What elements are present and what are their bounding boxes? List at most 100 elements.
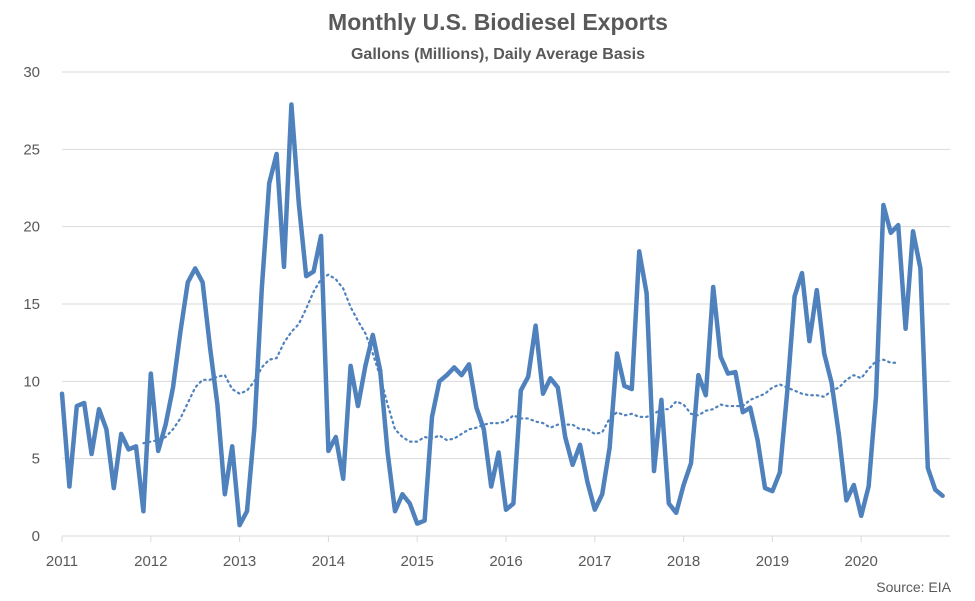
- moving-average-point: [363, 331, 367, 335]
- exports-point: [201, 280, 205, 284]
- exports-point: [504, 508, 508, 512]
- x-tick-label: 2020: [845, 553, 878, 570]
- exports-point: [349, 364, 353, 368]
- exports-point: [926, 466, 930, 470]
- moving-average-point: [844, 378, 848, 382]
- moving-average-point: [585, 427, 589, 431]
- moving-average-point: [815, 393, 819, 397]
- moving-average-point: [326, 273, 330, 277]
- exports-point: [682, 483, 686, 487]
- exports-point: [659, 398, 663, 402]
- exports-point: [215, 403, 219, 407]
- exports-point: [726, 372, 730, 376]
- moving-average-point: [541, 421, 545, 425]
- moving-average-point: [652, 412, 656, 416]
- exports-point: [645, 291, 649, 295]
- moving-average-point: [659, 407, 663, 411]
- exports-point: [156, 449, 160, 453]
- x-tick-label: 2011: [46, 553, 78, 570]
- moving-average-point: [711, 407, 715, 411]
- moving-average-point: [600, 430, 604, 434]
- moving-average-point: [622, 413, 626, 417]
- exports-point: [785, 390, 789, 394]
- exports-point: [852, 483, 856, 487]
- moving-average-point: [341, 287, 345, 291]
- exports-point: [127, 447, 131, 451]
- moving-average-point: [830, 389, 834, 393]
- moving-average-point: [312, 290, 316, 294]
- exports-point: [844, 498, 848, 502]
- exports-point: [356, 404, 360, 408]
- moving-average-point: [504, 420, 508, 424]
- x-tick-label: 2019: [756, 553, 789, 570]
- moving-average-point: [874, 359, 878, 363]
- moving-average-point: [578, 427, 582, 431]
- exports-point: [511, 502, 515, 506]
- exports-point: [748, 406, 752, 410]
- moving-average-point: [193, 386, 197, 390]
- exports-point: [430, 415, 434, 419]
- exports-point: [822, 351, 826, 355]
- exports-point: [252, 426, 256, 430]
- x-axis: 2011 2012 2013 2014 2015 2016 2017 2018 2019 2020: [46, 536, 878, 570]
- moving-average-point: [674, 399, 678, 403]
- exports-point: [134, 444, 138, 448]
- exports-point: [904, 327, 908, 331]
- exports-point: [585, 480, 589, 484]
- moving-average-point: [837, 386, 841, 390]
- moving-average-point: [141, 441, 145, 445]
- moving-average-point: [852, 373, 856, 377]
- exports-point: [452, 365, 456, 369]
- moving-average-point: [430, 437, 434, 441]
- moving-average-point: [571, 423, 575, 427]
- source-label: Source: EIA: [876, 579, 951, 595]
- exports-point: [800, 271, 804, 275]
- moving-average-point: [881, 358, 885, 362]
- chart-subtitle: Gallons (Millions), Daily Average Basis: [351, 46, 645, 63]
- exports-point: [763, 486, 767, 490]
- exports-point: [622, 384, 626, 388]
- exports-point: [208, 345, 212, 349]
- exports-point: [674, 511, 678, 515]
- exports-point: [689, 461, 693, 465]
- moving-average-point: [637, 415, 641, 419]
- exports-point: [230, 444, 234, 448]
- moving-average-point: [733, 404, 737, 408]
- exports-point: [548, 376, 552, 380]
- exports-point: [415, 522, 419, 526]
- moving-average-point: [497, 421, 501, 425]
- exports-point: [807, 339, 811, 343]
- chart-title: Monthly U.S. Biodiesel Exports: [328, 9, 668, 35]
- exports-point: [615, 351, 619, 355]
- moving-average-point: [822, 395, 826, 399]
- exports-point: [770, 489, 774, 493]
- exports-point: [371, 333, 375, 337]
- moving-average-point: [230, 387, 234, 391]
- y-tick-label: 20: [23, 219, 40, 236]
- moving-average-point: [608, 416, 612, 420]
- exports-point: [474, 406, 478, 410]
- y-tick-label: 30: [23, 64, 40, 81]
- exports-point: [756, 438, 760, 442]
- exports-point: [600, 492, 604, 496]
- exports-point: [778, 471, 782, 475]
- exports-point: [874, 395, 878, 399]
- moving-average-point: [437, 433, 441, 437]
- exports-point: [245, 509, 249, 513]
- moving-average-point: [334, 277, 338, 281]
- exports-point: [97, 407, 101, 411]
- moving-average-point: [149, 440, 153, 444]
- moving-average-point: [267, 358, 271, 362]
- exports-point: [178, 330, 182, 334]
- exports-point: [608, 446, 612, 450]
- exports-point: [571, 463, 575, 467]
- x-tick-label: 2017: [578, 553, 611, 570]
- moving-average-point: [896, 361, 900, 365]
- exports-point: [104, 427, 108, 431]
- moving-average-point: [378, 375, 382, 379]
- moving-average-point: [164, 435, 168, 439]
- exports-point: [304, 274, 308, 278]
- exports-point: [445, 373, 449, 377]
- exports-point: [289, 102, 293, 106]
- exports-point: [889, 231, 893, 235]
